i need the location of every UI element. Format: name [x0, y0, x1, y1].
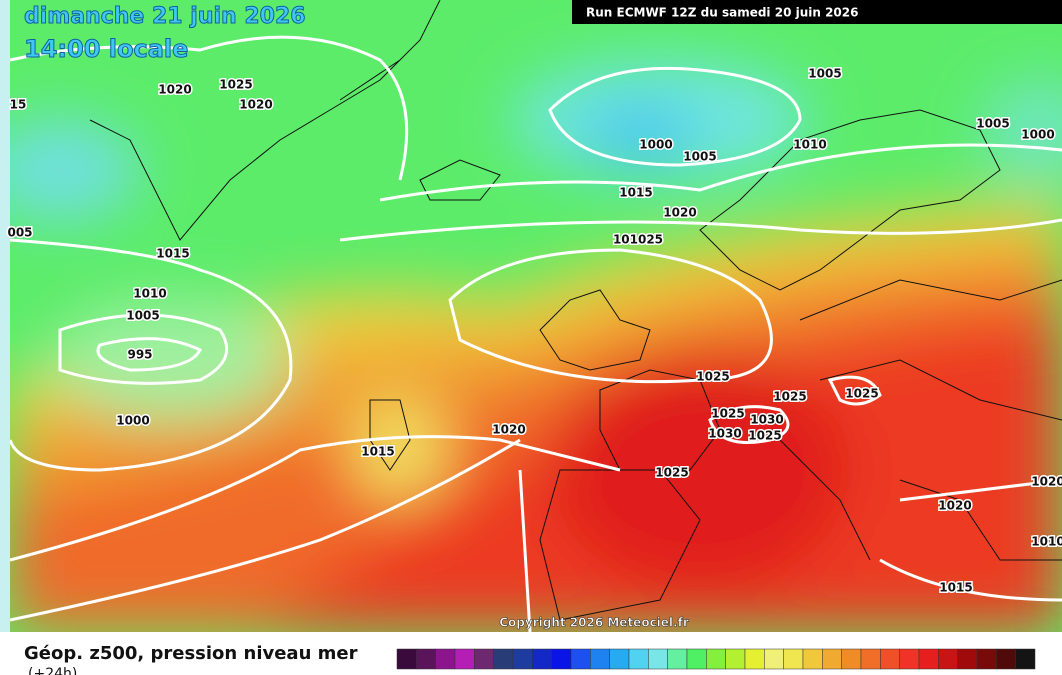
color-swatch: [551, 648, 572, 670]
coastlines: [89, 0, 1062, 621]
isobar-label: 101025: [613, 233, 663, 247]
isobar-labels: 15 1020 1025 1020 1005 1000 1005 1010 1005 1000 00…: [6, 65, 1062, 596]
color-swatch: [435, 648, 456, 670]
isobar: [448, 248, 773, 384]
isobar-label: 995: [127, 348, 152, 362]
isobar: [10, 435, 621, 632]
color-swatch: [396, 648, 417, 670]
isobar-label: 1005: [126, 309, 159, 323]
color-swatch: [764, 648, 784, 670]
color-swatch: [783, 648, 804, 670]
isobar-label: 1005: [683, 150, 716, 164]
color-swatch: [570, 648, 591, 670]
isobar-label: 1015: [156, 247, 189, 261]
color-swatch: [822, 648, 842, 670]
isobar: [96, 337, 203, 372]
isobar-label: 1025: [711, 407, 744, 421]
isobar-label: 1015: [361, 445, 394, 459]
isobar-label: 1020: [492, 423, 525, 437]
time: 14:00 locale: [24, 35, 188, 63]
color-swatch: [802, 648, 823, 670]
color-swatch: [706, 648, 726, 670]
isobar-label: 1025: [696, 370, 729, 384]
date: dimanche 21 juin 2026: [24, 4, 306, 29]
run-banner: [572, 0, 1062, 24]
color-swatch: [744, 648, 765, 670]
isobar-label: 1005: [976, 117, 1009, 131]
isobar: [58, 313, 229, 385]
color-swatch: [493, 648, 514, 670]
color-swatch: [996, 648, 1016, 670]
isobar-label: 1010: [793, 138, 826, 152]
isobar: [10, 238, 293, 472]
isobar: [548, 66, 802, 167]
copyright: Copyright 2026 Meteociel.fr: [499, 616, 689, 630]
color-swatch: [416, 648, 436, 670]
isobar-label: 1005: [808, 67, 841, 81]
color-swatch: [667, 648, 688, 670]
isobar-label: 1000: [116, 414, 149, 428]
isobar-label: 15: [10, 98, 27, 112]
color-swatch: [957, 648, 978, 670]
isobar-label: 1015: [619, 186, 652, 200]
color-swatch: [628, 648, 649, 670]
color-swatch: [532, 648, 552, 670]
isobar: [10, 438, 521, 622]
isobar-label: 1030: [708, 427, 741, 441]
isobar: [879, 478, 1062, 602]
margin: [0, 0, 10, 632]
color-swatch: [841, 648, 862, 670]
footer-title: Géop. z500, pression niveau mer: [24, 643, 358, 664]
isobar-label: 1025: [655, 466, 688, 480]
isobar-label: 1000: [639, 138, 672, 152]
isobar: [339, 218, 1062, 242]
color-swatch: [899, 648, 920, 670]
isobar: [379, 143, 1062, 202]
color-swatch: [725, 648, 746, 670]
isobar-label: 1010: [1031, 535, 1062, 549]
footer-subtitle: (+24h): [28, 666, 77, 675]
color-swatch: [918, 648, 939, 670]
color-swatch: [590, 648, 610, 670]
isobar-label: 005: [7, 226, 32, 240]
isobar-label: 1020: [663, 206, 696, 220]
run-info: Run ECMWF 12Z du samedi 20 juin 2026: [586, 6, 858, 20]
color-swatch: [609, 648, 630, 670]
map-field: [10, 0, 1062, 632]
color-swatch: [976, 648, 997, 670]
color-swatch: [938, 648, 958, 670]
isobar-label: 1020: [1031, 475, 1062, 489]
isobar-label: 1025: [845, 387, 878, 401]
color-swatch: [686, 648, 707, 670]
colorbar: [396, 648, 1036, 670]
isobar: [10, 35, 409, 181]
color-swatch: [512, 648, 533, 670]
color-swatch: [454, 648, 475, 670]
isobar-label: 1015: [939, 581, 972, 595]
isobar-label: 1030: [750, 413, 783, 427]
isobar-label: 1020: [938, 499, 971, 513]
isobar-label: 1010: [133, 287, 166, 301]
color-swatch: [880, 648, 900, 670]
isobar-label: 1025: [748, 429, 781, 443]
isobar-label: 1020: [239, 98, 272, 112]
color-swatch: [860, 648, 881, 670]
isobar-label: 1020: [158, 83, 191, 97]
color-swatch: [1015, 648, 1036, 670]
color-swatch: [474, 648, 494, 670]
isobar: [708, 375, 882, 444]
isobar-label: 1025: [773, 390, 806, 404]
color-swatch: [648, 648, 668, 670]
isobar-label: 1000: [1021, 128, 1054, 142]
isobar-label: 1025: [219, 78, 252, 92]
